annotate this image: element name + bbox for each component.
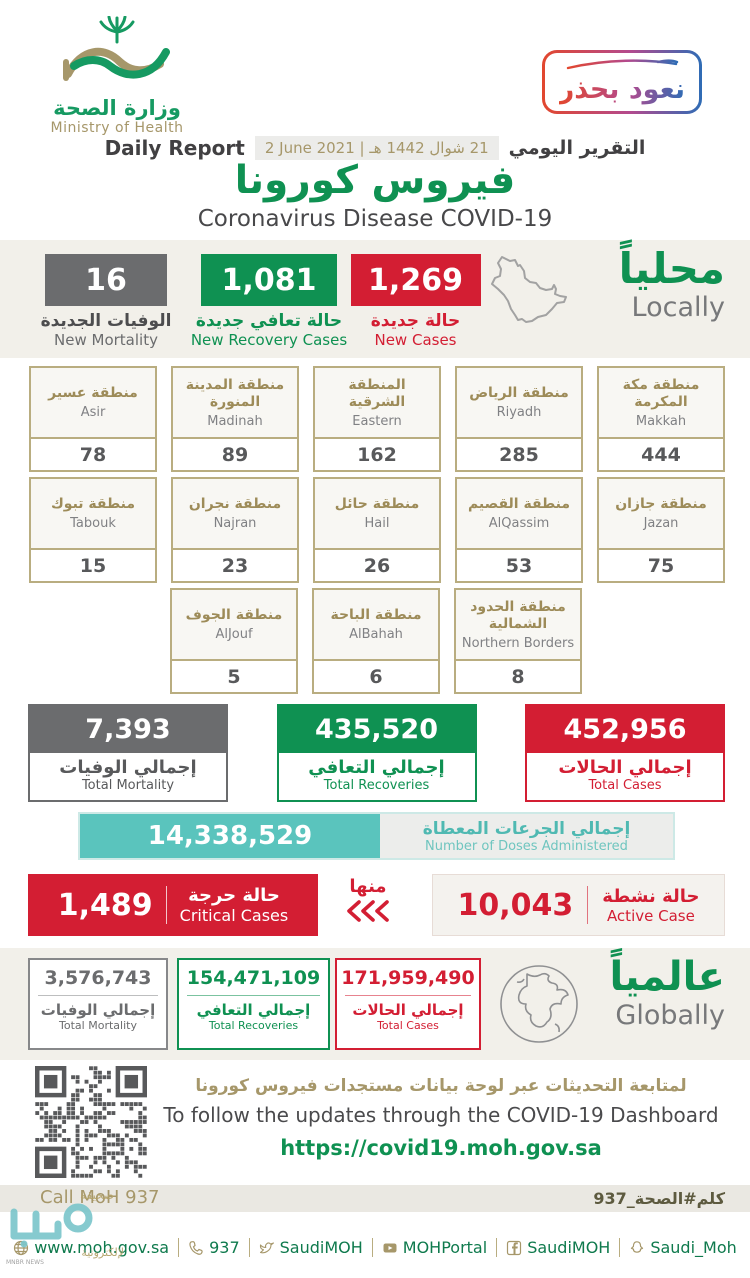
region-card-tabouk: منطقة تبوك Tabouk 15 <box>29 477 157 583</box>
total-mortality-box: 7,393 إجمالي الوفيات Total Mortality <box>28 704 228 802</box>
phone-icon <box>188 1240 204 1256</box>
ministry-name-english: Ministry of Health <box>50 120 184 136</box>
divider <box>345 995 471 996</box>
moh-logo: وزارة الصحة Ministry of Health <box>38 15 196 136</box>
globe-icon <box>497 962 581 1046</box>
doses-label: إجمالي الجرعات المعطاة Number of Doses A… <box>380 814 673 858</box>
footer-links: www.moh.gov.sa 937 SaudiMOH MOHPortal <box>0 1238 750 1257</box>
return-with-caution-badge: نعود بحذر <box>541 50 702 114</box>
new-cases-stat: 1,269 حالة جديدة New Cases <box>348 254 483 349</box>
moh-emblem-icon <box>58 15 176 94</box>
new-mortality-value: 16 <box>45 254 167 306</box>
totals-row: 7,393 إجمالي الوفيات Total Mortality 435… <box>28 704 725 802</box>
region-card-eastern: المنطقة الشرقية Eastern 162 <box>313 366 441 472</box>
of-which-indicator: منها <box>336 876 400 927</box>
footer-link-twitter[interactable]: SaudiMOH <box>250 1238 373 1257</box>
contact-strip: Call MoH 937 كلم#الصحة_937 <box>0 1185 750 1212</box>
badge-swoosh-icon <box>562 55 682 74</box>
region-row-3: منطقة الحدود الشمالية Northern Borders 8 … <box>25 588 725 694</box>
globally-heading: عالمياً Globally <box>609 954 725 1031</box>
footer-link-youtube[interactable]: MOHPortal <box>373 1238 498 1257</box>
total-recoveries-box: 435,520 إجمالي التعافي Total Recoveries <box>276 704 477 802</box>
total-cases-box: 452,956 إجمالي الحالات Total Cases <box>525 704 725 802</box>
saudi-arabia-map-icon <box>482 248 582 344</box>
dashboard-url-link[interactable]: https://covid19.moh.gov.sa <box>280 1136 602 1160</box>
global-cases-box: 171,959,490 إجمالي الحالات Total Cases <box>335 958 481 1050</box>
chevrons-left-icon <box>344 900 392 927</box>
health-hashtag: كلم#الصحة_937 <box>593 1189 725 1208</box>
daily-report-label-en: Daily Report <box>104 136 245 160</box>
divider <box>165 886 167 924</box>
globally-section: 3,576,743 إجمالي الوفيات Total Mortality… <box>0 948 750 1060</box>
new-recoveries-value: 1,081 <box>201 254 337 306</box>
divider <box>187 995 320 996</box>
youtube-icon <box>382 1240 398 1256</box>
divider <box>38 995 158 996</box>
region-card-najran: منطقة نجران Najran 23 <box>171 477 299 583</box>
ministry-name-arabic: وزارة الصحة <box>53 96 181 120</box>
active-cases-box: 10,043 حالة نشطة Active Case <box>432 874 725 936</box>
locally-heading: محلياً Locally <box>618 244 725 324</box>
daily-report-label-ar: التقرير اليومي <box>508 137 646 159</box>
mnbr-logo-icon <box>6 1203 114 1252</box>
call-moh-label: Call MoH 937 <box>40 1187 160 1208</box>
report-date: 2 June 2021 | 21 شوال 1442 هـ <box>254 136 499 160</box>
new-recoveries-stat: 1,081 حالة تعافي جديدة New Recovery Case… <box>190 254 348 349</box>
snapchat-icon <box>629 1240 645 1256</box>
critical-cases-box: 1,489 حالة حرجة Critical Cases <box>28 874 318 936</box>
dashboard-info: لمتابعة التحديثات عبر لوحة بيانات مستجدا… <box>150 1076 732 1160</box>
facebook-icon <box>506 1240 522 1256</box>
region-card-makkah: منطقة مكة المكرمة Makkah 444 <box>597 366 725 472</box>
page-title-english: Coronavirus Disease COVID-19 <box>197 206 553 232</box>
region-card-jazan: منطقة جازان Jazan 75 <box>597 477 725 583</box>
report-header-line: Daily Report 2 June 2021 | 21 شوال 1442 … <box>0 136 750 160</box>
global-recoveries-box: 154,471,109 إجمالي التعافي Total Recover… <box>177 958 330 1050</box>
new-cases-value: 1,269 <box>350 254 481 306</box>
region-card-madinah: منطقة المدينة المنورة Madinah 89 <box>171 366 299 472</box>
footer: www.moh.gov.sa 937 SaudiMOH MOHPortal <box>0 1212 750 1278</box>
doses-value: 14,338,529 <box>80 814 380 858</box>
region-row-2: منطقة جازان Jazan 75 منطقة القصيم AlQassim… <box>25 477 725 583</box>
twitter-icon <box>259 1240 275 1256</box>
footer-link-phone[interactable]: 937 <box>179 1238 250 1257</box>
footer-link-snapchat[interactable]: Saudi_Moh <box>620 1238 745 1257</box>
region-cards: منطقة مكة المكرمة Makkah 444 منطقة الرياض… <box>25 366 725 699</box>
divider <box>587 886 589 924</box>
region-card-albahah: منطقة الباحة AlBahah 6 <box>312 588 440 694</box>
region-row-1: منطقة مكة المكرمة Makkah 444 منطقة الرياض… <box>25 366 725 472</box>
qr-code <box>35 1066 147 1178</box>
locally-section: 16 الوفيات الجديدة New Mortality 1,081 ح… <box>0 240 750 358</box>
region-card-alqassim: منطقة القصيم AlQassim 53 <box>455 477 583 583</box>
global-mortality-box: 3,576,743 إجمالي الوفيات Total Mortality <box>28 958 168 1050</box>
region-card-asir: منطقة عسير Asir 78 <box>29 366 157 472</box>
footer-link-website[interactable]: www.moh.gov.sa <box>4 1238 180 1257</box>
region-card-aljouf: منطقة الجوف AlJouf 5 <box>170 588 298 694</box>
footer-link-facebook[interactable]: SaudiMOH <box>497 1238 621 1257</box>
new-mortality-stat: 16 الوفيات الجديدة New Mortality <box>26 254 186 349</box>
badge-slogan: نعود بحذر <box>558 74 685 105</box>
mnbr-news-watermark: صحيفة لإلكترونية MNBR NEWS <box>6 1188 124 1266</box>
region-card-northern-borders: منطقة الحدود الشمالية Northern Borders 8 <box>454 588 582 694</box>
region-card-hail: منطقة حائل Hail 26 <box>313 477 441 583</box>
doses-administered-bar: 14,338,529 إجمالي الجرعات المعطاة Number… <box>78 812 675 860</box>
page-title-arabic: فيروس كورونا <box>234 158 516 203</box>
region-card-riyadh: منطقة الرياض Riyadh 285 <box>455 366 583 472</box>
